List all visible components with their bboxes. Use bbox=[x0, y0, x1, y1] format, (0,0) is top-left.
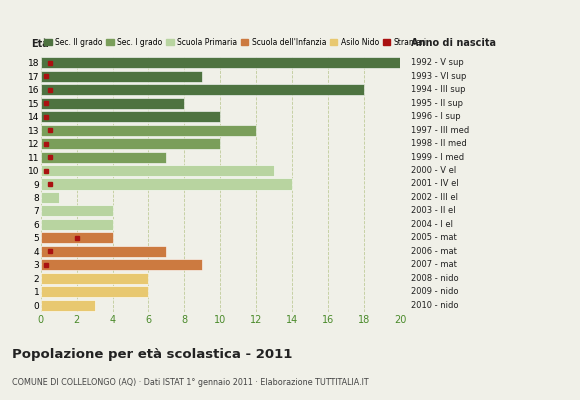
Bar bbox=[41, 71, 202, 82]
Text: 2001 - IV el: 2001 - IV el bbox=[411, 180, 459, 188]
Text: 2006 - mat: 2006 - mat bbox=[411, 247, 457, 256]
Text: 2007 - mat: 2007 - mat bbox=[411, 260, 457, 269]
Bar bbox=[41, 192, 59, 203]
Text: 1996 - I sup: 1996 - I sup bbox=[411, 112, 461, 121]
Bar bbox=[41, 111, 220, 122]
Bar bbox=[41, 57, 400, 68]
Bar bbox=[41, 165, 274, 176]
Bar bbox=[41, 246, 166, 257]
Bar bbox=[41, 300, 95, 311]
Text: 2003 - II el: 2003 - II el bbox=[411, 206, 456, 216]
Bar bbox=[41, 124, 256, 136]
Text: 1992 - V sup: 1992 - V sup bbox=[411, 58, 464, 67]
Text: Età: Età bbox=[31, 39, 49, 49]
Bar bbox=[41, 98, 184, 109]
Text: 2009 - nido: 2009 - nido bbox=[411, 287, 459, 296]
Text: 1997 - III med: 1997 - III med bbox=[411, 126, 469, 135]
Text: 2008 - nido: 2008 - nido bbox=[411, 274, 459, 283]
Bar bbox=[41, 219, 113, 230]
Bar bbox=[41, 273, 148, 284]
Bar bbox=[41, 232, 113, 244]
Text: 2010 - nido: 2010 - nido bbox=[411, 301, 459, 310]
Text: 2005 - mat: 2005 - mat bbox=[411, 233, 457, 242]
Bar bbox=[41, 206, 113, 216]
Text: 2000 - V el: 2000 - V el bbox=[411, 166, 456, 175]
Bar bbox=[41, 138, 220, 149]
Text: 1994 - III sup: 1994 - III sup bbox=[411, 85, 466, 94]
Bar bbox=[41, 84, 364, 95]
Text: 2002 - III el: 2002 - III el bbox=[411, 193, 458, 202]
Bar bbox=[41, 152, 166, 162]
Text: 2004 - I el: 2004 - I el bbox=[411, 220, 453, 229]
Text: 1999 - I med: 1999 - I med bbox=[411, 152, 465, 162]
Bar bbox=[41, 259, 202, 270]
Text: Popolazione per età scolastica - 2011: Popolazione per età scolastica - 2011 bbox=[12, 348, 292, 361]
Text: 1993 - VI sup: 1993 - VI sup bbox=[411, 72, 466, 81]
Bar bbox=[41, 286, 148, 297]
Text: 1995 - II sup: 1995 - II sup bbox=[411, 99, 463, 108]
Text: COMUNE DI COLLELONGO (AQ) · Dati ISTAT 1° gennaio 2011 · Elaborazione TUTTITALIA: COMUNE DI COLLELONGO (AQ) · Dati ISTAT 1… bbox=[12, 378, 368, 387]
Text: Anno di nascita: Anno di nascita bbox=[411, 38, 496, 48]
Text: 1998 - II med: 1998 - II med bbox=[411, 139, 467, 148]
Legend: Sec. II grado, Sec. I grado, Scuola Primaria, Scuola dell'Infanzia, Asilo Nido, : Sec. II grado, Sec. I grado, Scuola Prim… bbox=[45, 38, 426, 47]
Bar bbox=[41, 178, 292, 190]
